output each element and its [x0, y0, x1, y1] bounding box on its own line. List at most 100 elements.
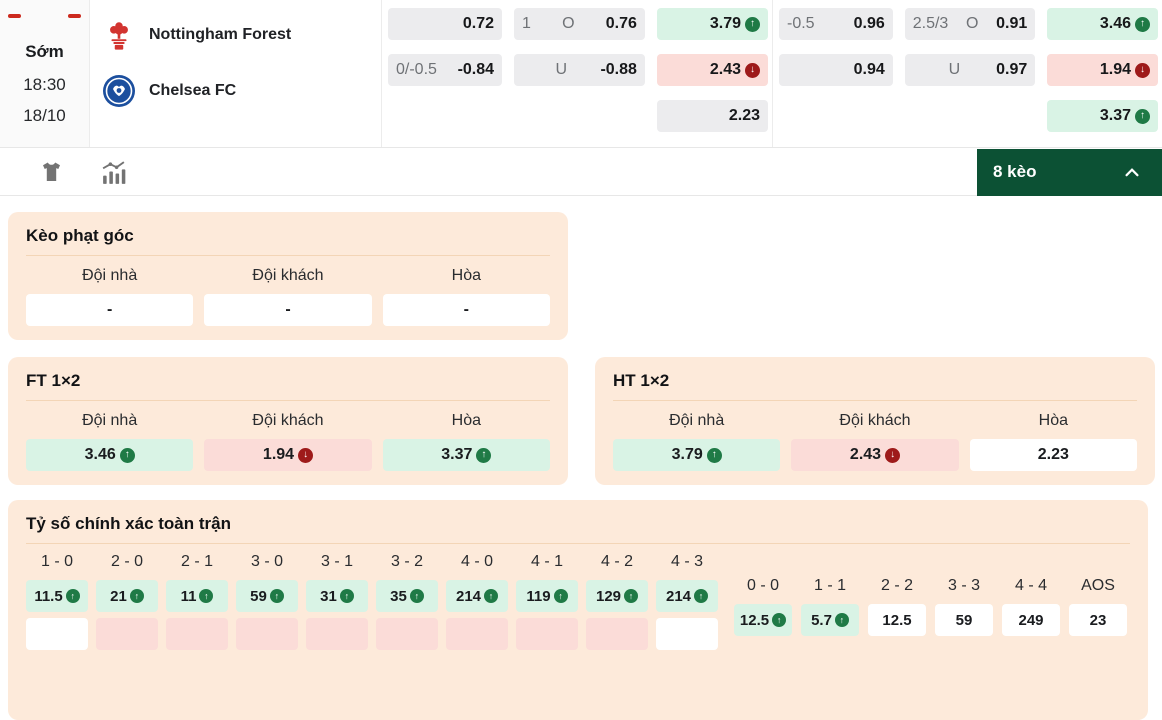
match-odds-strip: Sớm 18:30 18/10 [0, 0, 1162, 148]
trend-down-icon: ↓ [298, 447, 314, 463]
score-label: 4 - 0 [460, 553, 493, 570]
score-odds-cell-partial[interactable] [446, 618, 508, 650]
trend-up-icon: ↑ [745, 16, 760, 32]
score-label: 1 - 0 [40, 553, 73, 570]
trend-up-icon: ↑ [1135, 16, 1151, 32]
corner-away-odds[interactable]: - [204, 294, 372, 326]
score-odds-cell[interactable]: 249 [1002, 604, 1060, 636]
match-date: 18/10 [23, 106, 66, 125]
score-odds-cell-partial[interactable] [376, 618, 438, 650]
stats-chart-icon[interactable] [98, 159, 128, 185]
corner-home-odds[interactable]: - [26, 294, 194, 326]
score-odds-cell[interactable]: 31 ↑ [306, 580, 368, 612]
odds-group-1: 0.72 1 O 0.76 3.79 ↑ 0/-0.5 -0.84 [382, 0, 772, 147]
x12-home-odds[interactable]: 3.46 ↑ [1047, 8, 1159, 40]
x12-draw-odds[interactable]: 2.23 [656, 100, 768, 132]
odds-grid: 0.72 1 O 0.76 3.79 ↑ 0/-0.5 -0.84 [382, 0, 1162, 147]
home-team-row[interactable]: Nottingham Forest [102, 16, 381, 54]
correct-score-panel: Tỷ số chính xác toàn trận 1 - 0 11.5 ↑ 2… [8, 500, 1148, 720]
chevron-up-icon [1122, 163, 1142, 181]
hdp-away-odds[interactable]: 0/-0.5 -0.84 [388, 54, 503, 86]
panel-title: HT 1×2 [613, 371, 1137, 401]
teams-column: Nottingham Forest Chelsea FC [90, 0, 382, 147]
score-odds-cell-partial[interactable] [656, 618, 718, 650]
score-odds-cell[interactable]: 214 ↑ [656, 580, 718, 612]
score-odds-cell[interactable]: 5.7 ↑ [801, 604, 859, 636]
x12-away-odds[interactable]: 1.94 ↓ [1047, 54, 1159, 86]
column-header-home: Đội nhà [82, 267, 138, 284]
score-label: AOS [1081, 577, 1115, 594]
trend-up-icon: ↑ [409, 589, 424, 603]
score-odds-cell[interactable]: 12.5 [868, 604, 926, 636]
score-label: 4 - 1 [530, 553, 563, 570]
score-odds-cell[interactable]: 12.5 ↑ [734, 604, 792, 636]
correct-score-draw-group: 0 - 0 12.5 ↑ 1 - 1 5.7 ↑ 2 - 2 12.5 [734, 577, 1127, 650]
score-odds-cell[interactable]: 23 [1069, 604, 1127, 636]
odds-count-label: 8 kèo [993, 162, 1037, 181]
x12-draw-odds[interactable]: 3.37 ↑ [1047, 100, 1159, 132]
score-odds-cell[interactable]: 21 ↑ [96, 580, 158, 612]
panel-title: Tỷ số chính xác toàn trận [26, 514, 1130, 544]
hdp-away-odds[interactable]: 0.94 [779, 54, 893, 86]
ou-over-odds[interactable]: 2.5/3 O 0.91 [904, 8, 1036, 40]
column-header-draw: Hòa [451, 267, 481, 284]
ft-away-odds[interactable]: 1.94 ↓ [204, 439, 372, 471]
score-odds-cell[interactable]: 119 ↑ [516, 580, 578, 612]
trend-up-icon: ↑ [129, 589, 144, 603]
score-odds-cell[interactable]: 11.5 ↑ [26, 580, 88, 612]
trend-up-icon: ↑ [624, 589, 639, 603]
ft-1x2-panel: FT 1×2 Đội nhà 3.46 ↑ Đội khách 1.94 ↓ H… [8, 357, 568, 485]
score-odds-cell-partial[interactable] [516, 618, 578, 650]
score-label: 2 - 1 [180, 553, 213, 570]
column-header-away: Đội khách [252, 412, 324, 429]
away-team-row[interactable]: Chelsea FC [102, 72, 381, 110]
column-header-away: Đội khách [252, 267, 324, 284]
correct-score-main-group: 1 - 0 11.5 ↑ 2 - 0 21 ↑ 2 - 1 11 [26, 553, 718, 650]
nottingham-forest-logo-icon [102, 18, 136, 52]
match-status: Sớm [25, 42, 64, 61]
red-dash-icon [68, 14, 81, 18]
match-toolbar: 8 kèo [0, 148, 1162, 196]
panel-title: Kèo phạt góc [26, 226, 550, 256]
hdp-home-odds[interactable]: -0.5 0.96 [779, 8, 893, 40]
trend-down-icon: ↓ [745, 62, 760, 78]
score-odds-cell[interactable]: 11 ↑ [166, 580, 228, 612]
x12-away-odds[interactable]: 2.43 ↓ [656, 54, 768, 86]
corner-draw-odds[interactable]: - [382, 294, 550, 326]
odds-count-button[interactable]: 8 kèo [977, 148, 1162, 196]
jersey-icon[interactable] [36, 159, 66, 185]
home-team-name: Nottingham Forest [149, 26, 292, 43]
score-odds-cell[interactable]: 129 ↑ [586, 580, 648, 612]
ft-home-odds[interactable]: 3.46 ↑ [26, 439, 194, 471]
score-label: 0 - 0 [746, 577, 779, 594]
score-odds-cell[interactable]: 59 [935, 604, 993, 636]
ht-draw-odds[interactable]: 2.23 [969, 439, 1137, 471]
chelsea-logo-icon [102, 74, 136, 108]
score-odds-cell[interactable]: 214 ↑ [446, 580, 508, 612]
column-header-draw: Hòa [1038, 412, 1068, 429]
score-label: 2 - 2 [880, 577, 913, 594]
score-odds-cell-partial[interactable] [586, 618, 648, 650]
score-odds-cell-partial[interactable] [306, 618, 368, 650]
trend-up-icon: ↑ [199, 589, 214, 603]
score-odds-cell-partial[interactable] [236, 618, 298, 650]
ht-home-odds[interactable]: 3.79 ↑ [613, 439, 781, 471]
ou-over-odds[interactable]: 1 O 0.76 [514, 8, 645, 40]
score-odds-cell-partial[interactable] [26, 618, 88, 650]
hdp-home-odds[interactable]: 0.72 [388, 8, 503, 40]
score-odds-cell-partial[interactable] [96, 618, 158, 650]
x12-home-odds[interactable]: 3.79 ↑ [656, 8, 768, 40]
trend-up-icon: ↑ [269, 589, 284, 603]
score-odds-cell[interactable]: 59 ↑ [236, 580, 298, 612]
trend-up-icon: ↑ [706, 447, 722, 463]
trend-down-icon: ↓ [1135, 62, 1151, 78]
trend-up-icon: ↑ [834, 613, 849, 627]
score-label: 3 - 0 [250, 553, 283, 570]
ou-under-odds[interactable]: U -0.88 [514, 54, 645, 86]
ft-draw-odds[interactable]: 3.37 ↑ [382, 439, 550, 471]
ht-away-odds[interactable]: 2.43 ↓ [791, 439, 959, 471]
ou-under-odds[interactable]: U 0.97 [904, 54, 1036, 86]
score-odds-cell[interactable]: 35 ↑ [376, 580, 438, 612]
column-header-home: Đội nhà [82, 412, 138, 429]
score-odds-cell-partial[interactable] [166, 618, 228, 650]
